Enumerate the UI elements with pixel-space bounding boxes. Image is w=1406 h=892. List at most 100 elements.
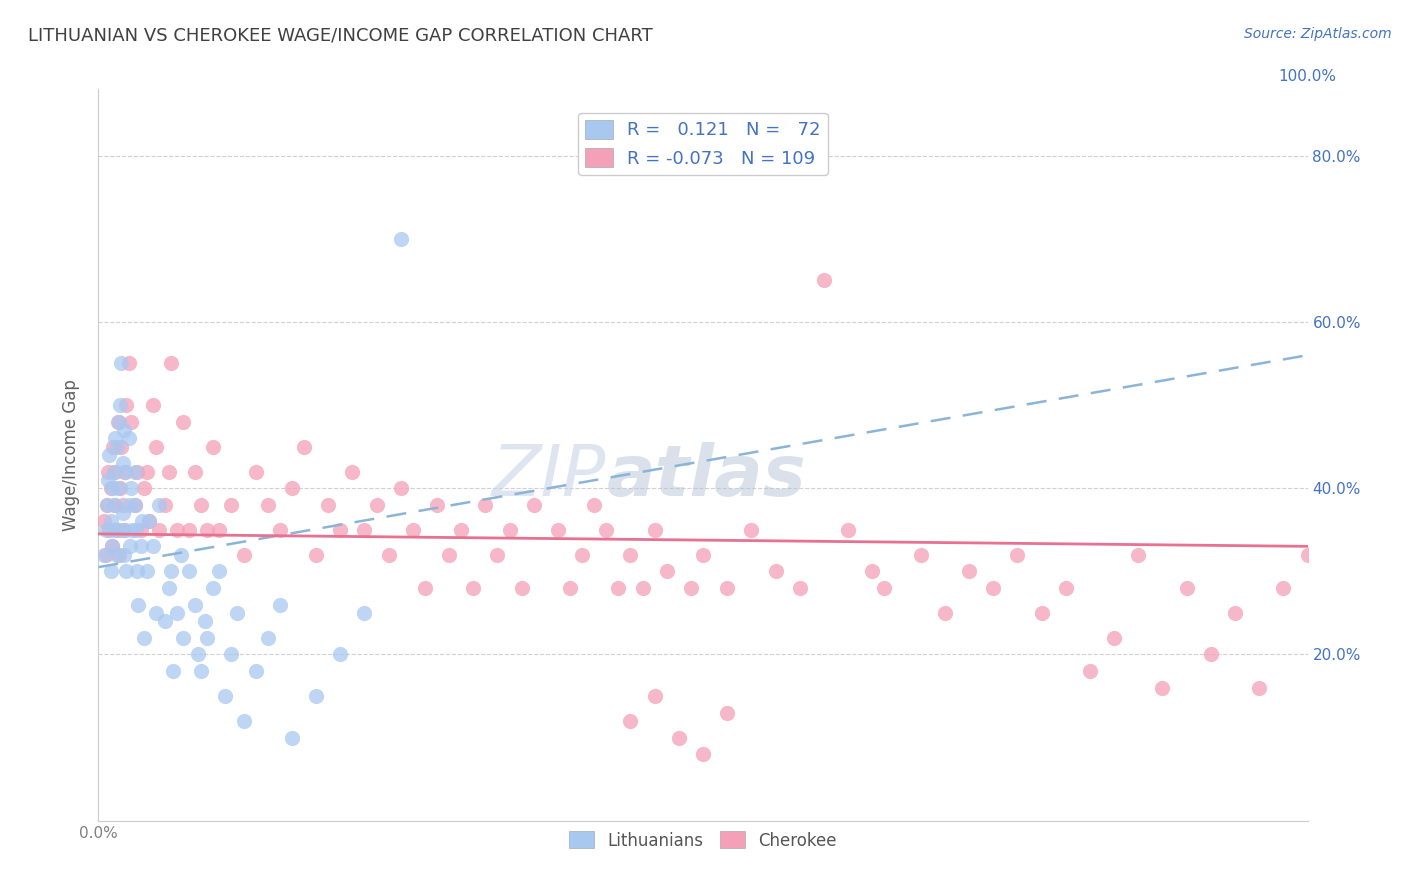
Point <box>245 465 267 479</box>
Point <box>101 440 124 454</box>
Point <box>523 498 546 512</box>
Point <box>100 481 122 495</box>
Point <box>134 481 156 495</box>
Point <box>644 523 666 537</box>
Point <box>135 465 157 479</box>
Point <box>281 731 304 745</box>
Point <box>402 523 425 537</box>
Point <box>142 539 165 553</box>
Point <box>426 498 449 512</box>
Point <box>208 523 231 537</box>
Point <box>103 498 125 512</box>
Point <box>166 523 188 537</box>
Point <box>957 564 980 578</box>
Point <box>329 523 352 537</box>
Point <box>269 523 291 537</box>
Point <box>94 523 117 537</box>
Point <box>104 431 127 445</box>
Point <box>1249 681 1271 695</box>
Point <box>245 664 267 678</box>
Point <box>837 523 859 537</box>
Point <box>107 481 129 495</box>
Point <box>1272 581 1295 595</box>
Point <box>256 498 278 512</box>
Point <box>105 440 128 454</box>
Point <box>120 415 142 429</box>
Point <box>108 415 131 429</box>
Point <box>221 648 243 662</box>
Legend: Lithuanians, Cherokee: Lithuanians, Cherokee <box>562 825 844 856</box>
Point <box>187 648 209 662</box>
Point <box>1175 581 1198 595</box>
Point <box>131 515 153 529</box>
Point <box>153 614 176 628</box>
Point <box>305 548 328 562</box>
Point <box>172 631 194 645</box>
Point <box>100 539 122 553</box>
Point <box>389 232 412 246</box>
Point <box>98 523 121 537</box>
Point <box>316 498 339 512</box>
Point <box>115 564 138 578</box>
Point <box>571 548 593 562</box>
Point <box>437 548 460 562</box>
Text: ZIP: ZIP <box>492 442 606 511</box>
Point <box>221 498 243 512</box>
Point <box>1054 581 1077 595</box>
Point <box>124 465 146 479</box>
Point <box>202 440 225 454</box>
Point <box>510 581 533 595</box>
Point <box>148 498 170 512</box>
Point <box>166 606 188 620</box>
Point <box>389 481 412 495</box>
Text: LITHUANIAN VS CHEROKEE WAGE/INCOME GAP CORRELATION CHART: LITHUANIAN VS CHEROKEE WAGE/INCOME GAP C… <box>28 27 652 45</box>
Point <box>232 714 254 728</box>
Point <box>104 465 127 479</box>
Point <box>214 689 236 703</box>
Point <box>195 523 218 537</box>
Point <box>172 415 194 429</box>
Point <box>111 506 134 520</box>
Point <box>145 606 167 620</box>
Point <box>112 548 135 562</box>
Point <box>1078 664 1101 678</box>
Point <box>110 440 132 454</box>
Text: atlas: atlas <box>606 442 806 511</box>
Point <box>142 398 165 412</box>
Point <box>655 564 678 578</box>
Point <box>112 423 135 437</box>
Point <box>93 515 115 529</box>
Point <box>1296 548 1319 562</box>
Point <box>157 581 180 595</box>
Point <box>127 564 149 578</box>
Point <box>103 465 125 479</box>
Point <box>765 564 787 578</box>
Point <box>97 473 120 487</box>
Point <box>100 481 122 495</box>
Point <box>305 689 328 703</box>
Point <box>450 523 472 537</box>
Point <box>118 356 141 370</box>
Point <box>94 548 117 562</box>
Point <box>607 581 630 595</box>
Point <box>232 548 254 562</box>
Point <box>190 498 212 512</box>
Point <box>93 548 115 562</box>
Point <box>595 523 617 537</box>
Point <box>160 356 183 370</box>
Point <box>202 581 225 595</box>
Point <box>692 747 714 761</box>
Point <box>981 581 1004 595</box>
Point <box>100 515 122 529</box>
Point <box>118 431 141 445</box>
Point <box>124 498 146 512</box>
Point <box>118 539 141 553</box>
Point <box>644 689 666 703</box>
Point <box>353 523 375 537</box>
Point <box>162 664 184 678</box>
Point <box>121 523 143 537</box>
Point <box>115 398 138 412</box>
Point <box>179 523 201 537</box>
Point <box>100 539 122 553</box>
Point <box>716 706 738 720</box>
